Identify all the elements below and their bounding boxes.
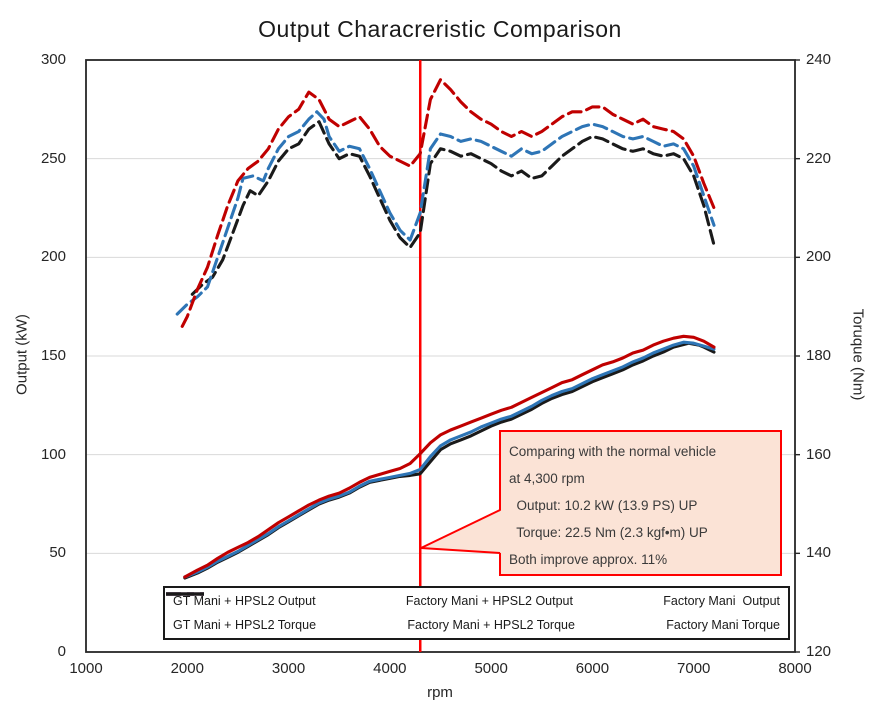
tick-x-label: 4000 — [373, 660, 407, 677]
tick-left-label: 200 — [40, 248, 66, 266]
tick-left-label: 150 — [40, 347, 66, 364]
legend-row-torque: GT Mani + HPSL2 Torque Factory Mani + HPS… — [166, 592, 780, 637]
tick-left-label: 0 — [57, 643, 66, 660]
legend-entry-factory-mani-hpsl2-output: Factory Mani + HPSL2 Output — [166, 592, 573, 608]
legend-label: Factory Mani Output — [663, 594, 780, 608]
callout-line-4: Torque: 22.5 Nm (2.3 kgf•m) UP — [509, 525, 708, 540]
legend-row-output: GT Mani + HPSL2 Output Factory Mani + HPS… — [166, 589, 780, 613]
series-line-factory-mani-hpsl2-torque — [175, 110, 716, 316]
callout-line-5: Both improve approx. 11% — [509, 552, 668, 567]
series-line-factory-mani-hpsl2-output — [183, 340, 716, 579]
legend-label: GT Mani + HPSL2 Torque — [173, 618, 317, 632]
legend-label: Factory Mani + HPSL2 Torque — [407, 618, 575, 632]
tick-x-label: 3000 — [271, 660, 306, 677]
tick-right-label: 240 — [806, 51, 832, 68]
callout-shape — [420, 430, 782, 576]
tick-left-label: 50 — [49, 544, 66, 562]
callout-line-3: Output: 10.2 kW (13.9 PS) UP — [509, 498, 698, 513]
legend-label: Factory Mani Torque — [666, 618, 780, 632]
chart-legend: GT Mani + HPSL2 Output Factory Mani + HPS… — [163, 586, 790, 640]
tick-left-label: 300 — [40, 51, 66, 68]
tick-x-label: 7000 — [677, 660, 711, 677]
data-series — [175, 78, 716, 580]
tick-right-label: 160 — [806, 445, 832, 463]
tick-x-label: 1000 — [69, 660, 103, 677]
right-axis-title: Toruque (Nm) — [849, 308, 867, 401]
callout-pointer-edge-top — [420, 509, 501, 549]
tick-right-label: 220 — [806, 149, 832, 167]
callout-line-1: Comparing with the normal vehicle — [509, 444, 717, 459]
tick-x-label: 5000 — [474, 660, 508, 677]
legend-entry-gt-mani-hpsl2-torque: GT Mani + HPSL2 Torque — [166, 592, 317, 632]
callout-text: Comparing with the normal vehicle at 4,3… — [509, 438, 777, 573]
legend-sample-line — [166, 592, 204, 596]
tick-right-label: 140 — [806, 544, 832, 562]
tick-right-label: 200 — [806, 248, 832, 266]
callout-line-2: at 4,300 rpm — [509, 471, 585, 486]
callout-box — [499, 430, 782, 576]
legend-label: GT Mani + HPSL2 Output — [173, 594, 316, 608]
tick-x-label: 2000 — [170, 660, 204, 677]
legend-entry-gt-mani-hpsl2-output: GT Mani + HPSL2 Output — [166, 592, 316, 608]
tick-x-label: 6000 — [575, 660, 610, 677]
tick-left-label: 250 — [40, 149, 66, 167]
series-line-gt-mani-hpsl2-torque — [180, 78, 716, 328]
legend-entry-factory-mani-output: Factory Mani Output — [166, 592, 780, 608]
legend-label: Factory Mani + HPSL2 Output — [405, 594, 573, 608]
series-line-factory-mani-torque — [190, 120, 716, 296]
legend-entry-factory-mani-torque: Factory Mani Torque — [166, 592, 780, 632]
x-axis-title: rpm — [427, 684, 453, 701]
tick-right-label: 180 — [806, 347, 832, 364]
tick-x-label: 8000 — [778, 660, 812, 677]
gridlines — [86, 158, 795, 554]
series-line-gt-mani-hpsl2-output — [183, 334, 716, 579]
legend-entry-factory-mani-hpsl2-torque: Factory Mani + HPSL2 Torque — [166, 592, 575, 632]
callout-pointer-edge-bottom — [420, 547, 501, 554]
tick-right-label: 120 — [806, 643, 832, 660]
tick-left-label: 100 — [40, 445, 66, 463]
chart-title: Output Characreristic Comparison — [258, 16, 622, 42]
callout-pointer-fill — [421, 510, 502, 553]
axis-tick-marks — [795, 59, 800, 653]
